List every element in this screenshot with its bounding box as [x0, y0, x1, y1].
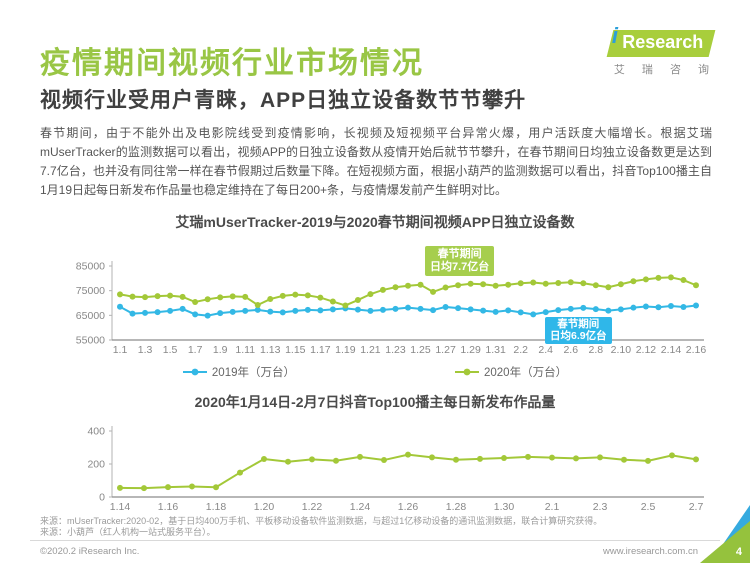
legend-item-2020: 2020年（万台） [455, 364, 567, 380]
svg-text:1.15: 1.15 [285, 344, 306, 356]
chart1-title: 艾瑞mUserTracker-2019与2020春节期间视频APP日独立设备数 [175, 214, 575, 230]
legend-marker-2020-icon [455, 368, 479, 376]
svg-text:1.16: 1.16 [158, 501, 179, 513]
svg-text:75000: 75000 [76, 285, 105, 297]
intro-paragraph: 春节期间，由于不能外出及电影院线受到疫情影响，长视频及短视频平台异常火爆，用户活… [40, 126, 712, 197]
svg-text:1.7: 1.7 [188, 344, 203, 356]
footer-divider [30, 540, 720, 541]
svg-text:1.3: 1.3 [138, 344, 153, 356]
iresearch-logo: i Research 艾 瑞 咨 询 [606, 23, 716, 77]
svg-text:65000: 65000 [76, 310, 105, 322]
logo-parallelogram: Research [606, 30, 716, 57]
svg-text:2.7: 2.7 [689, 501, 704, 513]
legend-marker-2019-icon [182, 368, 207, 376]
svg-text:1.27: 1.27 [435, 344, 456, 356]
annotation-badge-2019-line2: 日均6.9亿台 [550, 329, 607, 342]
svg-text:55000: 55000 [76, 335, 105, 347]
svg-text:2.14: 2.14 [661, 344, 682, 356]
svg-text:1.29: 1.29 [460, 344, 481, 356]
svg-text:2.16: 2.16 [686, 344, 707, 356]
page-title: 疫情期间视频行业市场情况 [40, 47, 424, 80]
svg-text:1.14: 1.14 [110, 501, 131, 513]
page-number: 4 [735, 546, 742, 558]
chart1-line-plot: 55000 65000 75000 85000 1.1 1.3 1.5 1.7 1.9 1.11 1… [76, 261, 707, 357]
footer-website-link[interactable]: www.iresearch.com.cn [602, 546, 698, 557]
svg-text:2.3: 2.3 [593, 501, 608, 513]
annotation-badge-2019: 春节期间 日均6.9亿台 [545, 317, 612, 344]
svg-text:1.25: 1.25 [410, 344, 431, 356]
svg-text:1.24: 1.24 [350, 501, 371, 513]
svg-text:0: 0 [99, 492, 105, 504]
svg-text:1.17: 1.17 [310, 344, 331, 356]
svg-text:2.10: 2.10 [611, 344, 632, 356]
svg-text:1.26: 1.26 [398, 501, 419, 513]
svg-text:400: 400 [87, 426, 105, 438]
logo-i-mark: i [611, 23, 618, 48]
chart2-line-plot: 0 200 400 1.14 1.16 1.18 1.20 1.22 1.24 1.26 1.28 1… [87, 426, 704, 513]
svg-text:1.5: 1.5 [163, 344, 178, 356]
corner-ribbon [700, 505, 750, 563]
svg-text:1.30: 1.30 [494, 501, 515, 513]
svg-text:2.5: 2.5 [641, 501, 656, 513]
svg-text:1.13: 1.13 [260, 344, 281, 356]
chart1: 55000 65000 75000 85000 1.1 1.3 1.5 1.7 1.9 1.11 1… [40, 240, 710, 362]
source-note-2: 来源：小葫芦（红人机构一站式服务平台）。 [40, 527, 216, 537]
svg-text:85000: 85000 [76, 261, 105, 273]
svg-text:200: 200 [87, 459, 105, 471]
svg-text:1.19: 1.19 [335, 344, 356, 356]
annotation-badge-2019-line1: 春节期间 [557, 318, 600, 330]
svg-text:1.28: 1.28 [446, 501, 467, 513]
chart1-legend: 2019年（万台） 2020年（万台） [0, 364, 750, 380]
svg-text:1.31: 1.31 [485, 344, 506, 356]
logo-chinese-name: 艾 瑞 咨 询 [613, 64, 716, 76]
svg-text:1.22: 1.22 [302, 501, 323, 513]
logo-wordmark: i Research [606, 23, 716, 57]
annotation-badge-2020-line2: 日均7.7亿台 [430, 261, 490, 273]
svg-text:1.1: 1.1 [113, 344, 128, 356]
source-note-1: 来源：mUserTracker:2020-02，基于日均400万手机、平板移动设… [40, 516, 603, 526]
chart2-title: 2020年1月14日-2月7日抖音Top100播主每日新发布作品量 [194, 394, 556, 410]
svg-text:1.21: 1.21 [360, 344, 381, 356]
svg-text:2.1: 2.1 [545, 501, 560, 513]
svg-text:2.12: 2.12 [636, 344, 657, 356]
chart2: 0 200 400 1.14 1.16 1.18 1.20 1.22 1.24 1.26 1.28 1… [40, 420, 710, 518]
legend-item-2019: 2019年（万台） [182, 364, 295, 380]
svg-text:1.20: 1.20 [254, 501, 275, 513]
logo-brand-text: Research [622, 32, 704, 52]
svg-text:2.2: 2.2 [513, 344, 528, 356]
annotation-badge-2020-line1: 春节期间 [437, 248, 482, 260]
source-notes: 来源：mUserTracker:2020-02，基于日均400万手机、平板移动设… [40, 516, 602, 538]
svg-text:2.4: 2.4 [538, 344, 553, 356]
footer-copyright: ©2020.2 iResearch Inc. [40, 546, 140, 557]
legend-label-2019: 2019年（万台） [211, 367, 295, 379]
svg-text:2.8: 2.8 [589, 344, 604, 356]
svg-text:1.11: 1.11 [235, 344, 255, 356]
svg-text:1.23: 1.23 [385, 344, 406, 356]
page-subtitle: 视频行业受用户青睐，APP日独立设备数节节攀升 [40, 89, 527, 112]
svg-text:2.6: 2.6 [563, 344, 578, 356]
legend-label-2020: 2020年（万台） [484, 367, 568, 379]
svg-text:1.9: 1.9 [213, 344, 228, 356]
annotation-badge-2020: 春节期间 日均7.7亿台 [425, 246, 495, 276]
svg-text:1.18: 1.18 [206, 501, 227, 513]
